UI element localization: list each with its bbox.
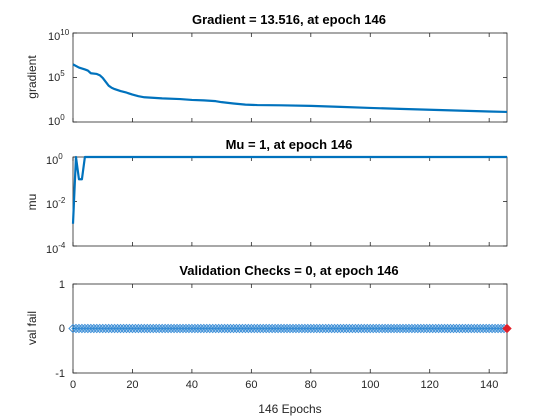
panel-mu: Mu = 1, at epoch 146 100 10-2 10-4 mu (25, 137, 508, 256)
x-tick-label: 20 (126, 379, 138, 391)
panel-val-fail-ytick-labels: 1 0 -1 (55, 279, 65, 380)
gradient-ytick-label: 105 (48, 69, 65, 84)
mu-ytick-label: 100 (46, 152, 63, 167)
gradient-ytick-label: 1010 (48, 28, 70, 43)
val-fail-ytick-label: 1 (59, 279, 65, 291)
panel-val-fail: Validation Checks = 0, at epoch 146 1 0 … (25, 263, 512, 416)
x-axis-label: 146 Epochs (258, 402, 321, 416)
panel-mu-title: Mu = 1, at epoch 146 (226, 137, 353, 152)
val-fail-marker (502, 323, 512, 334)
panel-gradient-ylabel: gradient (25, 55, 39, 99)
panel-mu-axes (72, 156, 508, 247)
mu-series-line (71, 155, 507, 224)
val-fail-ytick-label: 0 (59, 323, 65, 335)
x-tick-label: 100 (361, 379, 379, 391)
panel-val-fail-ylabel: val fail (25, 311, 39, 345)
x-tick-label: 60 (245, 379, 257, 391)
mu-ytick-label: 10-4 (46, 241, 66, 256)
panel-gradient-ytick-labels: 1010 105 100 (48, 28, 70, 128)
x-tick-label: 120 (421, 379, 439, 391)
panel-gradient-title: Gradient = 13.516, at epoch 146 (192, 12, 386, 27)
panel-mu-ylabel: mu (25, 194, 39, 211)
panel-val-fail-title: Validation Checks = 0, at epoch 146 (179, 263, 398, 278)
panel-val-fail-xtick-labels: 0 20 40 60 80 100 120 140 (70, 379, 498, 391)
val-fail-markers (68, 323, 512, 334)
gradient-ytick-label: 100 (48, 113, 65, 128)
panel-gradient: Gradient = 13.516, at epoch 146 1010 105… (25, 12, 508, 128)
x-tick-label: 80 (305, 379, 317, 391)
mu-ytick-label: 10-2 (46, 196, 66, 211)
gradient-series-line (72, 63, 508, 114)
val-fail-ytick-label: -1 (55, 368, 65, 380)
panel-gradient-axes (72, 32, 508, 123)
panel-gradient-ticks (72, 32, 507, 123)
x-tick-label: 140 (480, 379, 498, 391)
panel-mu-ytick-labels: 100 10-2 10-4 (46, 152, 66, 256)
x-tick-label: 0 (70, 379, 76, 391)
x-tick-label: 40 (186, 379, 198, 391)
